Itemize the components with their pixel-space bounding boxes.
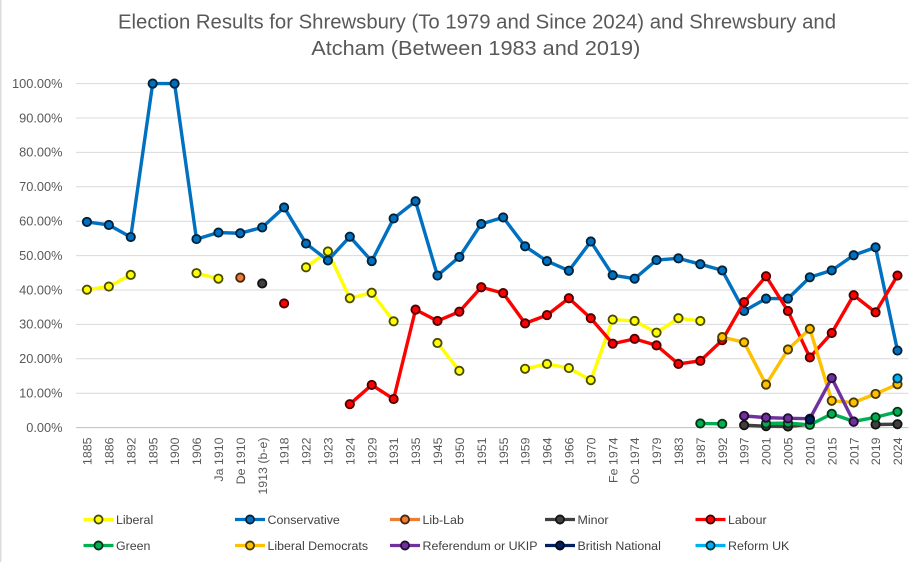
svg-text:Referendum or UKIP: Referendum or UKIP: [423, 539, 538, 553]
svg-text:30.00%: 30.00%: [19, 317, 62, 332]
svg-text:1959: 1959: [519, 437, 533, 465]
svg-text:Labour: Labour: [728, 513, 767, 527]
svg-text:1923: 1923: [322, 437, 336, 465]
svg-text:1922: 1922: [300, 437, 314, 465]
svg-text:Liberal Democrats: Liberal Democrats: [268, 539, 369, 553]
svg-text:80.00%: 80.00%: [19, 145, 62, 160]
svg-text:1900: 1900: [168, 437, 182, 465]
svg-text:1983: 1983: [672, 437, 686, 465]
svg-text:Liberal: Liberal: [116, 513, 153, 527]
svg-text:1892: 1892: [124, 437, 138, 465]
svg-text:1997: 1997: [738, 437, 752, 465]
svg-text:Atcham (Between 1983 and 2019): Atcham (Between 1983 and 2019): [311, 38, 640, 60]
svg-text:Reform UK: Reform UK: [728, 539, 790, 553]
svg-text:1885: 1885: [81, 437, 95, 465]
svg-text:40.00%: 40.00%: [19, 282, 62, 297]
svg-text:90.00%: 90.00%: [19, 110, 62, 125]
svg-text:Green: Green: [116, 539, 151, 553]
svg-text:1964: 1964: [541, 437, 555, 465]
svg-text:100.00%: 100.00%: [12, 76, 63, 91]
svg-text:2015: 2015: [825, 437, 839, 465]
svg-text:1886: 1886: [102, 437, 116, 465]
svg-text:Fe 1974: Fe 1974: [606, 437, 620, 483]
svg-text:20.00%: 20.00%: [19, 351, 62, 366]
svg-text:2010: 2010: [803, 437, 817, 465]
svg-text:British National: British National: [578, 539, 661, 553]
svg-text:1955: 1955: [497, 437, 511, 465]
svg-text:2005: 2005: [782, 437, 796, 465]
svg-text:2019: 2019: [869, 437, 883, 465]
svg-text:1924: 1924: [343, 437, 357, 465]
svg-text:De 1910: De 1910: [234, 437, 248, 484]
svg-text:0.00%: 0.00%: [26, 420, 62, 435]
svg-text:1966: 1966: [562, 437, 576, 465]
svg-text:1913 (b-e): 1913 (b-e): [256, 438, 270, 495]
svg-text:1951: 1951: [475, 437, 489, 465]
svg-text:Conservative: Conservative: [268, 513, 340, 527]
svg-text:1979: 1979: [650, 437, 664, 465]
svg-text:60.00%: 60.00%: [19, 214, 62, 229]
svg-text:1895: 1895: [146, 437, 160, 465]
svg-text:1945: 1945: [431, 437, 445, 465]
svg-text:Lib-Lab: Lib-Lab: [423, 513, 464, 527]
svg-text:1970: 1970: [584, 437, 598, 465]
svg-text:1987: 1987: [694, 437, 708, 465]
svg-text:2001: 2001: [760, 437, 774, 465]
svg-text:70.00%: 70.00%: [19, 179, 62, 194]
svg-text:50.00%: 50.00%: [19, 248, 62, 263]
svg-text:1931: 1931: [387, 437, 401, 465]
svg-text:10.00%: 10.00%: [19, 386, 62, 401]
svg-text:1935: 1935: [409, 437, 423, 465]
svg-text:2024: 2024: [891, 437, 905, 465]
svg-text:1950: 1950: [453, 437, 467, 465]
svg-text:1906: 1906: [190, 437, 204, 465]
svg-text:2017: 2017: [847, 437, 861, 465]
svg-text:Ja 1910: Ja 1910: [212, 437, 226, 481]
svg-text:1929: 1929: [365, 437, 379, 465]
svg-text:1992: 1992: [716, 437, 730, 465]
svg-text:Oc 1974: Oc 1974: [628, 437, 642, 484]
svg-text:Minor: Minor: [578, 513, 609, 527]
svg-text:1918: 1918: [278, 437, 292, 465]
svg-text:Election Results for Shrewsbur: Election Results for Shrewsbury (To 1979…: [118, 11, 836, 33]
